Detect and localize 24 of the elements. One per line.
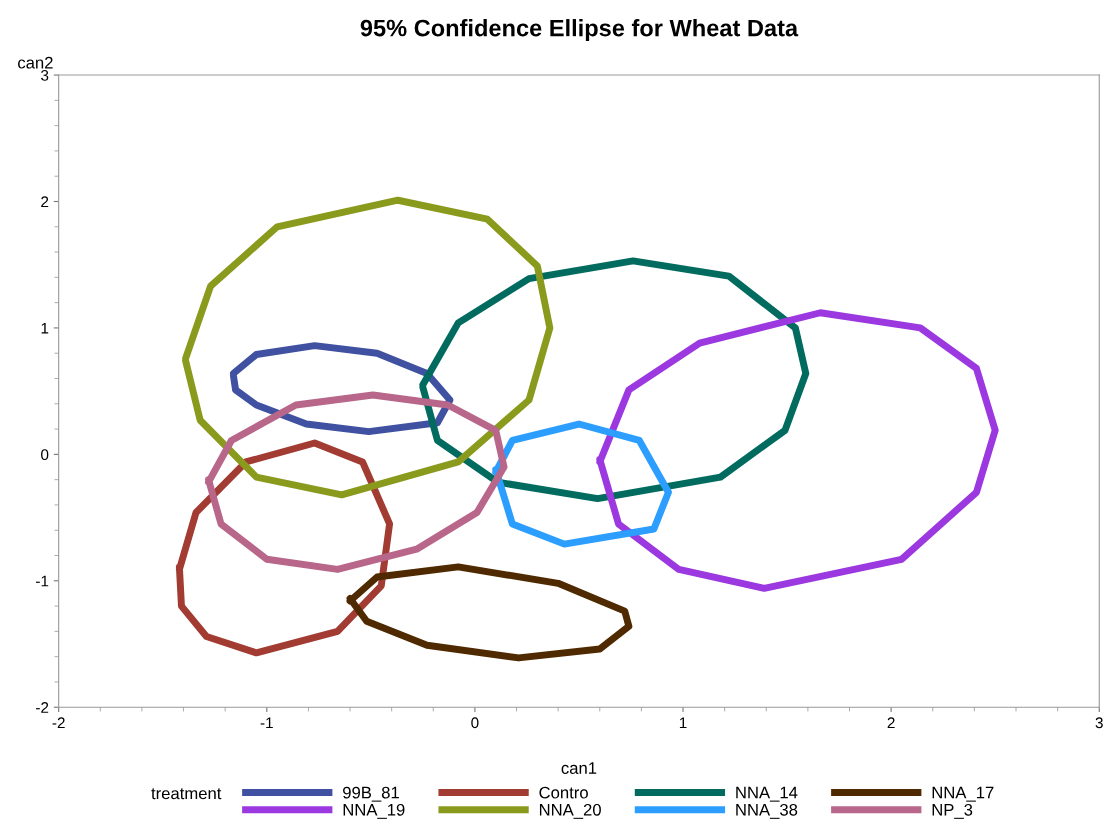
y-tick-label: 1	[41, 322, 49, 334]
legend-label: NNA_14	[736, 786, 798, 802]
y-tick-label: -2	[36, 702, 49, 713]
legend-title: treatment	[151, 788, 222, 800]
y-axis-title: can2	[18, 56, 53, 69]
legend-label: 99B_81	[343, 786, 399, 802]
legend-label: Contro	[539, 786, 588, 799]
legend-label: NNA_38	[736, 803, 798, 819]
x-tick-label: 3	[1095, 717, 1103, 729]
chart-title: 95% Confidence Ellipse for Wheat Data	[360, 19, 799, 42]
legend-label: NNA_19	[343, 803, 405, 819]
legend-label: NP_3	[932, 803, 973, 819]
y-tick-label: -1	[36, 575, 49, 587]
y-tick-label: 2	[41, 196, 49, 208]
y-tick-label: 0	[41, 449, 49, 461]
x-tick-label: 0	[471, 717, 479, 729]
x-tick-label: 1	[679, 717, 687, 729]
x-tick-label: -1	[260, 717, 273, 729]
legend-label: NNA_17	[932, 786, 994, 802]
x-tick-label: -2	[52, 717, 65, 729]
y-tick-label: 3	[41, 69, 49, 81]
x-tick-label: 2	[887, 717, 895, 729]
legend-label: NNA_20	[539, 803, 601, 819]
x-axis-title: can1	[561, 762, 597, 774]
